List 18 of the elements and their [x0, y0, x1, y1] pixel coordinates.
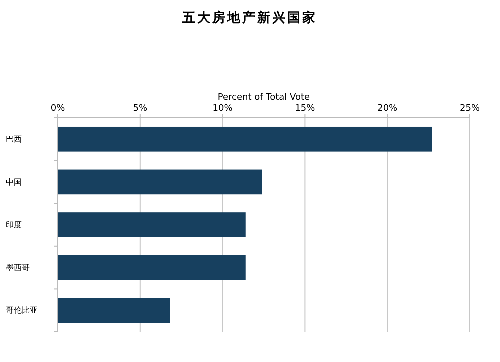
x-tick-label: 25% — [460, 104, 480, 114]
x-axis-title: Percent of Total Vote — [218, 93, 311, 103]
bar — [58, 298, 170, 324]
y-tick-label: 中国 — [6, 178, 22, 187]
x-tick-label: 15% — [295, 104, 316, 114]
bar — [58, 170, 262, 195]
y-tick-label: 巴西 — [6, 134, 22, 144]
chart-title: 五大房地产新兴国家 — [182, 10, 318, 26]
x-tick-label: 0% — [50, 104, 66, 114]
y-tick-label: 印度 — [6, 220, 22, 230]
y-tick-label: 哥伦比亚 — [6, 306, 38, 316]
y-tick-label: 墨西哥 — [6, 263, 30, 272]
x-tick-label: 10% — [212, 104, 234, 114]
bar — [58, 126, 432, 152]
bar — [58, 212, 246, 238]
bar — [58, 255, 246, 280]
x-tick-label: 5% — [133, 104, 148, 114]
x-tick-label: 20% — [378, 104, 398, 114]
